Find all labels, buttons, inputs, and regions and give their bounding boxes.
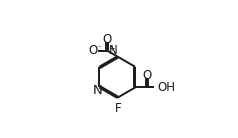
Text: OH: OH [158,81,176,94]
Text: O: O [102,33,112,46]
Text: N: N [109,44,118,57]
Text: F: F [114,102,121,115]
Text: ⁻: ⁻ [96,44,101,53]
Text: O: O [142,69,152,82]
Text: N: N [92,84,102,97]
Text: +: + [108,44,114,53]
Text: O: O [88,44,97,57]
